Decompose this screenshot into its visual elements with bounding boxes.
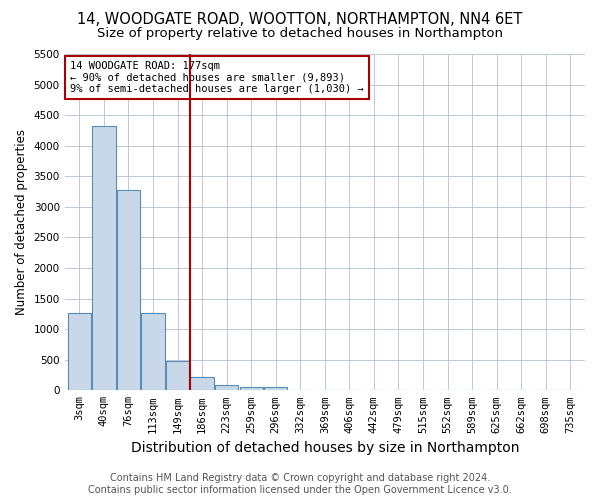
Bar	[92, 126, 116, 390]
Bar	[264, 386, 287, 390]
Bar	[142, 312, 164, 390]
Bar	[190, 377, 214, 390]
Bar	[68, 312, 91, 390]
Bar	[117, 190, 140, 390]
Bar	[166, 361, 189, 390]
Text: 14, WOODGATE ROAD, WOOTTON, NORTHAMPTON, NN4 6ET: 14, WOODGATE ROAD, WOOTTON, NORTHAMPTON,…	[77, 12, 523, 28]
Bar	[215, 385, 238, 390]
Bar	[239, 386, 263, 390]
Text: Size of property relative to detached houses in Northampton: Size of property relative to detached ho…	[97, 28, 503, 40]
Text: 14 WOODGATE ROAD: 177sqm
← 90% of detached houses are smaller (9,893)
9% of semi: 14 WOODGATE ROAD: 177sqm ← 90% of detach…	[70, 60, 364, 94]
Text: Contains HM Land Registry data © Crown copyright and database right 2024.
Contai: Contains HM Land Registry data © Crown c…	[88, 474, 512, 495]
Y-axis label: Number of detached properties: Number of detached properties	[15, 129, 28, 315]
X-axis label: Distribution of detached houses by size in Northampton: Distribution of detached houses by size …	[131, 441, 519, 455]
